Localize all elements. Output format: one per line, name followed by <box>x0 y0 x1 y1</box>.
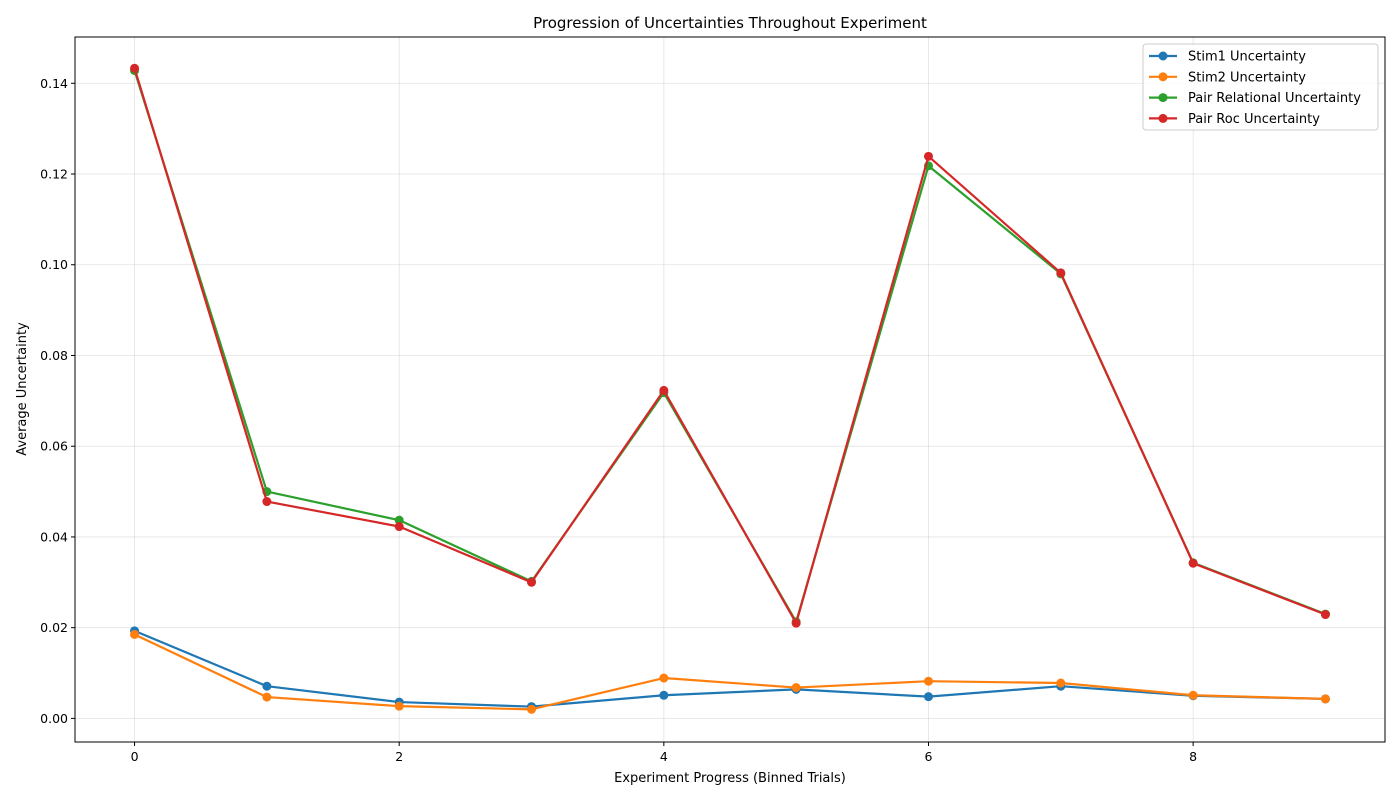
data-point <box>791 683 801 693</box>
data-point <box>1188 690 1198 700</box>
data-point <box>659 385 669 395</box>
series-layer <box>130 63 1330 714</box>
data-point <box>394 522 404 532</box>
x-tick-label: 0 <box>131 749 139 764</box>
x-axis-label: Experiment Progress (Binned Trials) <box>614 771 846 786</box>
x-tick-label: 6 <box>925 749 933 764</box>
legend-label: Pair Relational Uncertainty <box>1188 91 1361 106</box>
data-point <box>1320 694 1330 704</box>
y-tick-label: 0.14 <box>40 76 68 91</box>
y-tick-label: 0.06 <box>40 439 68 454</box>
y-tick-label: 0.12 <box>40 167 68 182</box>
data-point <box>262 681 272 691</box>
data-point <box>130 63 140 73</box>
legend-item: Stim2 Uncertainty <box>1149 70 1306 85</box>
data-point <box>1320 610 1330 620</box>
y-tick-label: 0.00 <box>40 711 68 726</box>
series-1 <box>130 629 1330 714</box>
data-point <box>791 618 801 628</box>
data-point <box>527 577 537 587</box>
data-point <box>659 673 669 683</box>
legend-label: Stim1 Uncertainty <box>1188 50 1306 65</box>
data-point <box>262 497 272 507</box>
y-axis-label: Average Uncertainty <box>15 322 30 456</box>
x-tick-label: 8 <box>1189 749 1197 764</box>
legend: Stim1 Uncertainty Stim2 Uncertainty Pair R… <box>1142 43 1379 131</box>
data-point <box>923 676 933 686</box>
data-point <box>130 629 140 639</box>
legend-item: Stim1 Uncertainty <box>1149 50 1306 65</box>
data-point <box>394 515 404 525</box>
series-3 <box>130 63 1330 628</box>
legend-swatch-marker <box>1158 113 1168 123</box>
data-point <box>527 704 537 714</box>
y-tick-label: 0.08 <box>40 348 68 363</box>
legend-swatch-marker <box>1158 72 1168 82</box>
y-tick-label: 0.10 <box>40 257 68 272</box>
y-tick-label: 0.02 <box>40 620 68 635</box>
ticks: 0 2 4 6 8 0.00 0.02 0.04 0.06 0.08 0.10 0.12 0.14 <box>40 76 1197 764</box>
series-line <box>134 633 1326 711</box>
data-point <box>659 690 669 700</box>
legend-item: Pair Roc Uncertainty <box>1149 112 1320 127</box>
data-point <box>1188 558 1198 568</box>
legend-swatch-marker <box>1158 51 1168 61</box>
data-point <box>262 692 272 702</box>
legend-label: Stim2 Uncertainty <box>1188 70 1306 85</box>
data-point <box>923 692 933 702</box>
x-tick-label: 2 <box>395 749 403 764</box>
data-point <box>1056 678 1066 688</box>
data-point <box>394 701 404 711</box>
y-tick-label: 0.04 <box>40 529 68 544</box>
data-point <box>923 151 933 161</box>
legend-box <box>1142 43 1379 131</box>
series-line <box>133 67 1326 625</box>
legend-item: Pair Relational Uncertainty <box>1149 91 1361 106</box>
chart-title: Progression of Uncertainties Throughout … <box>533 14 927 32</box>
legend-label: Pair Roc Uncertainty <box>1188 112 1320 127</box>
legend-swatch-marker <box>1158 93 1168 103</box>
x-tick-label: 4 <box>660 749 668 764</box>
plot-frame <box>74 36 1386 743</box>
series-line <box>134 629 1326 708</box>
data-point <box>1056 268 1066 278</box>
